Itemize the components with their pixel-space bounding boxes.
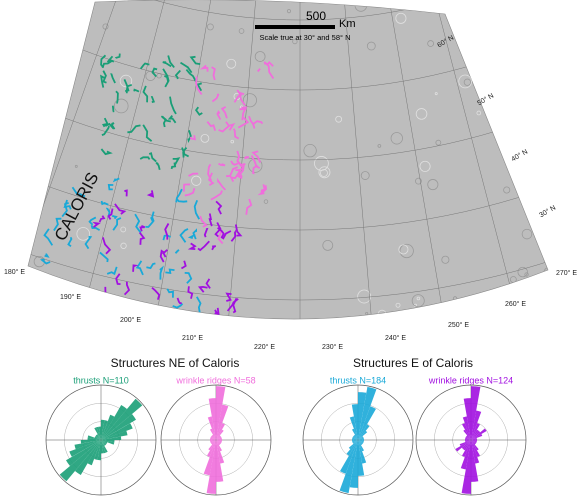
structure-trace xyxy=(57,279,63,292)
rose-title: thrusts N=110 xyxy=(73,375,129,385)
figure: 500 Km Scale true at 30° and 58° N CALOR… xyxy=(0,0,579,502)
latitude-label: 40° N xyxy=(510,148,529,164)
longitude-label: 230° E xyxy=(322,343,343,351)
structure-trace xyxy=(109,306,110,312)
crater xyxy=(544,267,554,277)
longitude-label: 190° E xyxy=(60,293,81,301)
crater xyxy=(502,133,507,138)
panel-title: Structures E of Caloris xyxy=(353,356,473,370)
structure-trace xyxy=(95,295,104,305)
crater xyxy=(53,35,56,38)
crater xyxy=(438,318,446,326)
longitude-label: 260° E xyxy=(505,300,526,308)
crater xyxy=(494,87,504,97)
longitude-label: 270° E xyxy=(556,269,577,277)
latitude-label: 50° N xyxy=(476,92,495,108)
scale-unit: Km xyxy=(339,18,356,30)
longitude-label: 240° E xyxy=(385,334,406,342)
structure-trace xyxy=(102,303,112,318)
scale-value: 500 xyxy=(306,9,326,23)
longitude-label: 200° E xyxy=(120,316,141,324)
crater xyxy=(460,329,464,333)
structure-trace xyxy=(89,298,93,303)
scale-note: Scale true at 30° and 58° N xyxy=(259,33,350,42)
crater xyxy=(563,70,573,80)
crater xyxy=(516,15,522,21)
rose-title: thrusts N=184 xyxy=(330,375,386,385)
crater xyxy=(540,182,549,191)
crater xyxy=(347,319,351,323)
structure-trace xyxy=(219,164,226,166)
crater xyxy=(7,310,12,315)
crater xyxy=(498,37,504,43)
rose-title: wrinkle ridges N=124 xyxy=(428,375,513,385)
crater xyxy=(498,286,512,300)
crater xyxy=(562,139,572,149)
crater xyxy=(48,0,57,5)
crater xyxy=(33,206,38,211)
body: 500 Km Scale true at 30° and 58° N CALOR… xyxy=(0,0,579,502)
crater xyxy=(111,325,120,334)
structure-trace xyxy=(169,318,174,323)
crater xyxy=(7,41,14,48)
longitude-label: 180° E xyxy=(4,268,25,276)
longitude-label: 220° E xyxy=(254,343,275,351)
structure-trace xyxy=(63,281,65,284)
crater xyxy=(501,77,507,83)
map-area xyxy=(28,0,548,319)
structure-trace xyxy=(183,311,187,325)
panel-title: Structures NE of Caloris xyxy=(111,356,240,370)
crater xyxy=(52,136,56,140)
structure-trace xyxy=(113,106,114,112)
longitude-label: 210° E xyxy=(182,334,203,342)
structure-trace xyxy=(142,314,146,324)
structure-trace xyxy=(244,157,248,159)
crater xyxy=(538,236,542,240)
longitude-label: 250° E xyxy=(448,321,469,329)
latitude-label: 30° N xyxy=(538,204,557,220)
structure-trace xyxy=(62,306,63,312)
structure-trace xyxy=(96,312,104,318)
scale-bar xyxy=(255,25,335,29)
crater xyxy=(428,6,434,12)
crater xyxy=(541,3,552,14)
crater xyxy=(464,305,477,318)
crater xyxy=(531,130,541,140)
rose-title: wrinkle ridges N=58 xyxy=(175,375,255,385)
page: Structures around Caloris {"map": {"scal… xyxy=(0,0,579,502)
